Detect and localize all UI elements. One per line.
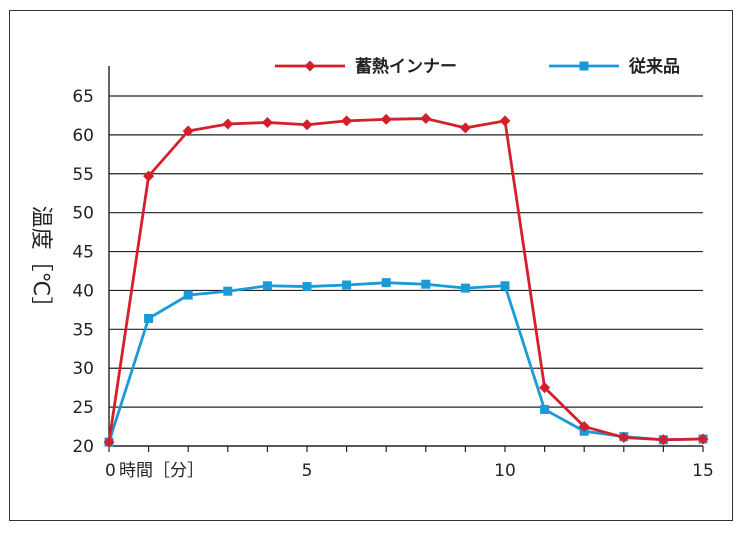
data-point [618,431,630,443]
series-line [107,281,704,443]
y-tick-label: 40 [72,281,94,301]
series-line [107,117,704,443]
x-axis-label: 時間［分］ [119,461,204,481]
y-tick-label: 50 [72,204,94,224]
legend-marker [579,61,589,71]
y-tick-label: 30 [72,359,94,379]
data-point [499,115,511,127]
data-point [301,119,313,131]
series-lines [103,113,709,448]
data-point [420,113,432,125]
data-point [223,286,233,296]
x-tick-label: 15 [692,461,714,481]
data-point [342,280,352,290]
x-tick-label: 10 [494,461,516,481]
y-tick-label: 60 [72,126,94,146]
data-point [302,282,312,292]
data-point [381,278,391,288]
data-point [222,118,234,130]
data-point [183,290,193,300]
data-point [459,122,471,134]
data-point [261,116,273,128]
data-point [380,113,392,125]
data-point [657,434,669,446]
data-point [182,125,194,137]
y-tick-label: 55 [72,165,94,185]
chart-frame [9,10,733,521]
y-tick-labels: 20 25 30 35 40 45 50 55 60 65 [72,87,94,457]
axes [108,66,704,452]
legend: 蓄熱インナー 従来品 [275,56,680,77]
data-point [421,279,431,289]
data-point [262,281,272,291]
data-point [143,170,155,182]
data-point [697,433,709,445]
data-point [341,115,353,127]
legend-label: 蓄熱インナー [355,56,457,77]
legend-item-1: 従来品 [549,56,680,77]
data-point [103,436,115,448]
gridlines [109,95,703,408]
x-tick-labels: 0 5 10 15 時間［分］ [105,461,714,481]
data-point [460,283,470,293]
data-point [144,313,154,323]
y-axis-label: 温度［℃］ [28,206,53,319]
legend-marker [304,60,316,72]
y-tick-label: 45 [72,243,94,263]
y-tick-label: 65 [72,87,94,107]
data-point [540,404,550,414]
data-point [578,421,590,433]
legend-label: 従来品 [628,56,680,77]
y-tick-label: 35 [72,320,94,340]
x-tick-label: 0 [105,461,116,481]
x-tick-label: 5 [302,461,313,481]
series-1 [104,278,708,447]
y-tick-label: 20 [72,437,94,457]
y-tick-label: 25 [72,398,94,418]
series-0 [103,113,709,448]
legend-item-0: 蓄熱インナー [275,56,457,77]
data-point [500,281,510,291]
data-point [539,382,551,394]
